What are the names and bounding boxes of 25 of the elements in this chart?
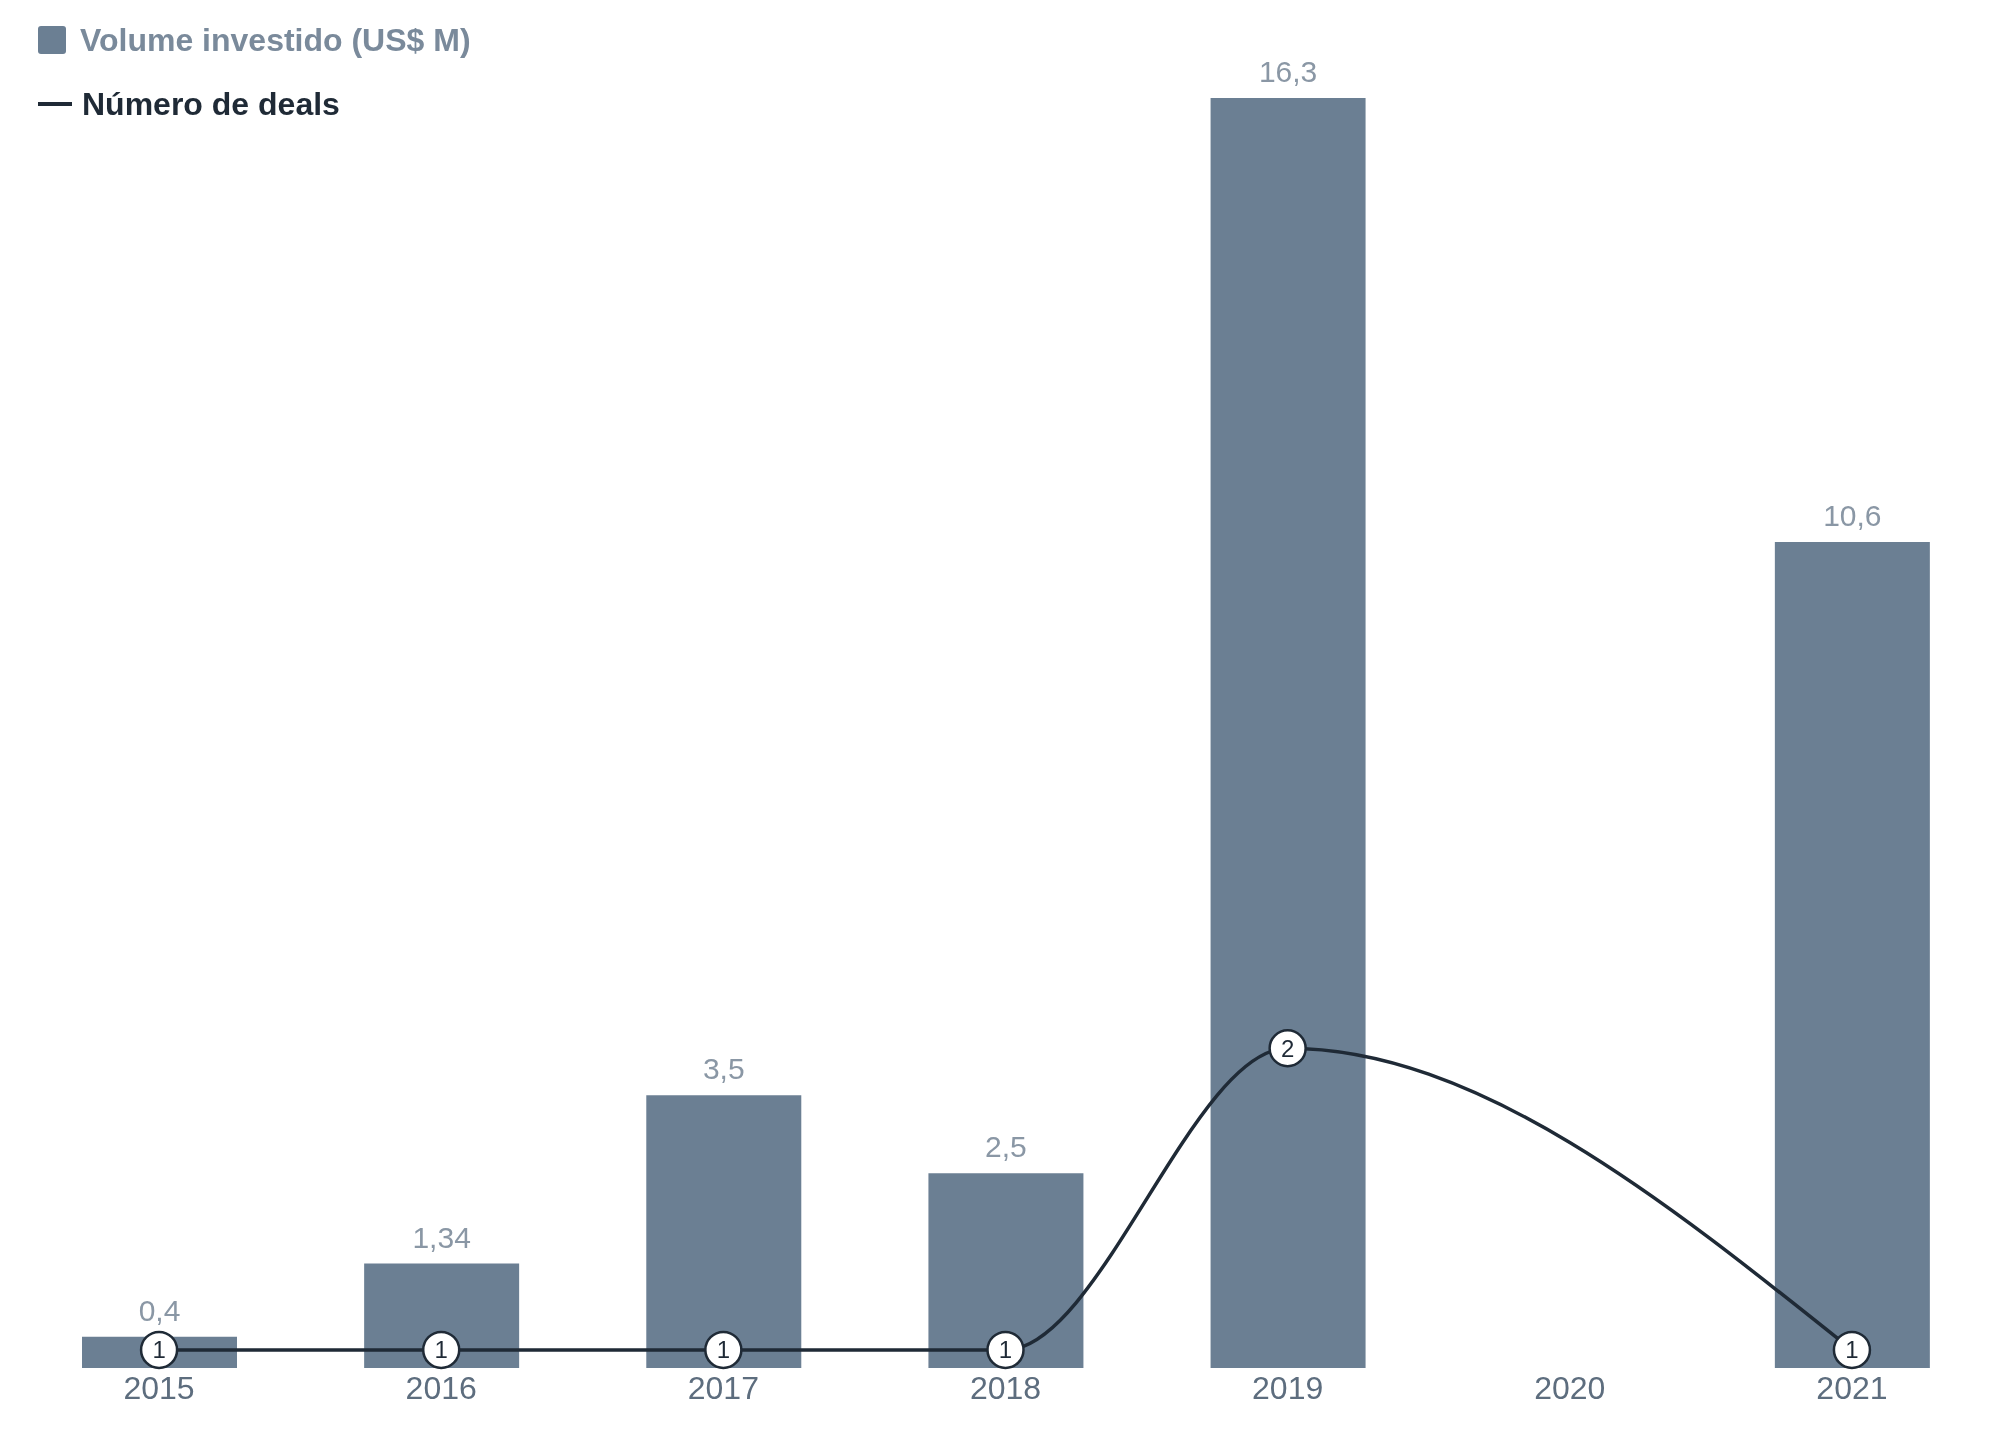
bar xyxy=(928,1173,1084,1368)
x-tick-label: 2015 xyxy=(123,1369,195,1406)
data-label: 1 xyxy=(998,1336,1013,1364)
bar xyxy=(646,1095,802,1368)
data-label: 1 xyxy=(434,1336,448,1364)
data-label: 2,5 xyxy=(985,1130,1027,1164)
data-label: 0,4 xyxy=(138,1293,181,1327)
legend-label: Número de deals xyxy=(81,85,341,124)
data-label: 16,3 xyxy=(1258,55,1318,88)
data-label: 1,34 xyxy=(412,1220,471,1254)
x-tick-label: 2021 xyxy=(1816,1369,1888,1406)
data-label: 3,5 xyxy=(702,1052,745,1086)
data-label: 1 xyxy=(152,1336,166,1364)
legend-label: Volume investido (US$ M) xyxy=(79,21,471,60)
bar xyxy=(1210,98,1366,1368)
x-tick-label: 2020 xyxy=(1534,1369,1606,1406)
bar xyxy=(1774,542,1930,1368)
data-label: 1 xyxy=(1845,1336,1859,1364)
data-label: 1 xyxy=(716,1336,731,1364)
x-tick-label: 2016 xyxy=(405,1369,477,1406)
data-label: 10,6 xyxy=(1823,499,1882,533)
x-tick-label: 2019 xyxy=(1252,1369,1324,1406)
data-label: 2 xyxy=(1280,1034,1295,1062)
x-tick-label: 2017 xyxy=(687,1369,759,1406)
x-tick-label: 2018 xyxy=(969,1369,1042,1406)
